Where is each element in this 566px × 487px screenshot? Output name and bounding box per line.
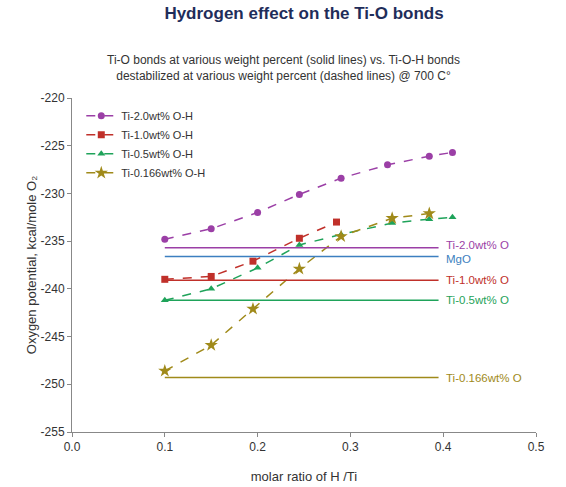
svg-text:molar ratio of H /Ti: molar ratio of H /Ti [251,469,358,484]
svg-text:Hydrogen effect on the Ti-O bo: Hydrogen effect on the Ti-O bonds [164,4,443,23]
svg-text:Ti-0.5wt% O-H: Ti-0.5wt% O-H [121,148,193,160]
svg-text:MgO: MgO [446,253,471,265]
svg-text:Ti-2.0wt% O: Ti-2.0wt% O [446,239,509,251]
svg-text:Ti-2.0wt% O-H: Ti-2.0wt% O-H [121,110,193,122]
svg-text:Ti-0.166wt% O: Ti-0.166wt% O [446,372,522,384]
svg-text:0.0: 0.0 [64,440,81,454]
svg-text:Ti-0.5wt% O: Ti-0.5wt% O [446,294,509,306]
svg-text:-245: -245 [41,330,65,344]
svg-text:-250: -250 [41,377,65,391]
svg-text:-230: -230 [41,187,65,201]
svg-text:-235: -235 [41,234,65,248]
svg-text:-225: -225 [41,139,65,153]
svg-text:Ti-0.166wt% O-H: Ti-0.166wt% O-H [121,167,205,179]
svg-text:0.1: 0.1 [156,440,173,454]
svg-text:Ti-1.0wt% O: Ti-1.0wt% O [446,274,509,286]
svg-text:Ti-1.0wt% O-H: Ti-1.0wt% O-H [121,129,193,141]
svg-text:0.5: 0.5 [528,440,545,454]
svg-text:0.4: 0.4 [435,440,452,454]
svg-text:0.3: 0.3 [342,440,359,454]
svg-text:Ti-O bonds at various weight p: Ti-O bonds at various weight percent (so… [107,53,460,83]
svg-text:0.2: 0.2 [249,440,266,454]
svg-text:-255: -255 [41,425,65,439]
svg-text:Oxygen potential, kcal/mole O₂: Oxygen potential, kcal/mole O₂ [24,176,39,354]
svg-text:-220: -220 [41,91,65,105]
svg-text:-240: -240 [41,282,65,296]
